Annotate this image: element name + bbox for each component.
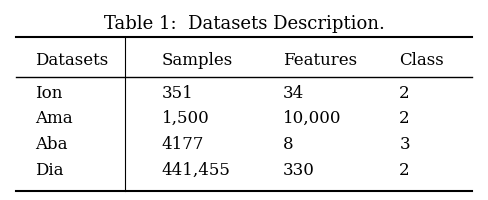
Text: 441,455: 441,455 [162, 162, 230, 179]
Text: 2: 2 [399, 85, 410, 102]
Text: 3: 3 [399, 136, 410, 153]
Text: 8: 8 [283, 136, 293, 153]
Text: 330: 330 [283, 162, 315, 179]
Text: 10,000: 10,000 [283, 110, 341, 127]
Text: 2: 2 [399, 110, 410, 127]
Text: 1,500: 1,500 [162, 110, 209, 127]
Text: Ama: Ama [35, 110, 73, 127]
Text: Datasets: Datasets [35, 52, 109, 69]
Text: Dia: Dia [35, 162, 64, 179]
Text: 4177: 4177 [162, 136, 204, 153]
Text: Ion: Ion [35, 85, 63, 102]
Text: 34: 34 [283, 85, 304, 102]
Text: 351: 351 [162, 85, 193, 102]
Text: Aba: Aba [35, 136, 68, 153]
Text: Class: Class [399, 52, 444, 69]
Text: 2: 2 [399, 162, 410, 179]
Text: Features: Features [283, 52, 357, 69]
Text: Samples: Samples [162, 52, 233, 69]
Text: Table 1:  Datasets Description.: Table 1: Datasets Description. [103, 15, 385, 33]
